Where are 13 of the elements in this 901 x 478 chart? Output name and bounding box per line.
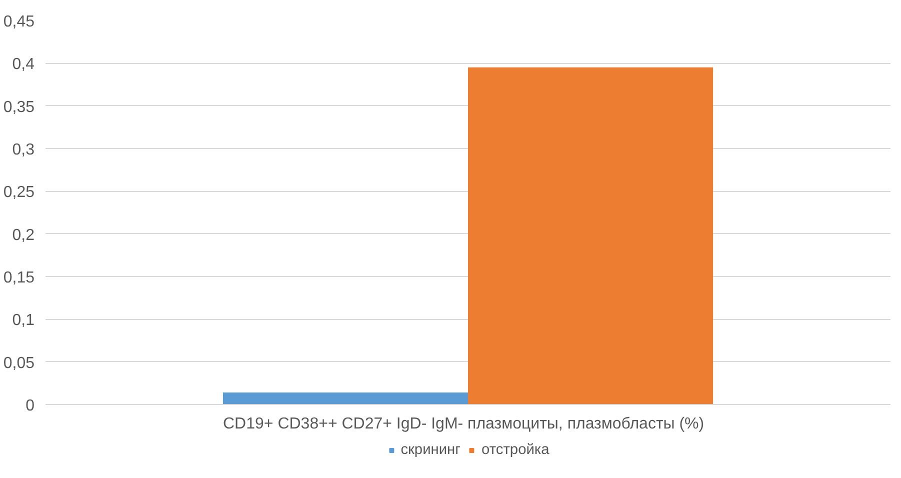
y-tick-label: 0,15 bbox=[3, 270, 35, 286]
legend-label: отстройка bbox=[482, 442, 550, 458]
x-tick-label: CD19+ CD38++ CD27+ IgD- IgM- плазмоциты, плазмобласты (%) bbox=[223, 416, 704, 432]
y-tick-label: 0 bbox=[26, 398, 35, 414]
y-tick-label: 0,2 bbox=[12, 226, 35, 244]
y-tick-label: 0,25 bbox=[3, 184, 35, 202]
y-tick-label: 0,3 bbox=[12, 142, 35, 158]
y-tick-label: 0,1 bbox=[12, 312, 35, 330]
legend-label: скрининг bbox=[400, 442, 461, 458]
y-tick-label: 0,4 bbox=[12, 56, 35, 74]
y-tick-label: 0,35 bbox=[3, 98, 35, 116]
y-tick-label: 0,05 bbox=[3, 354, 35, 372]
y-tick-label: 0,45 bbox=[3, 14, 35, 30]
